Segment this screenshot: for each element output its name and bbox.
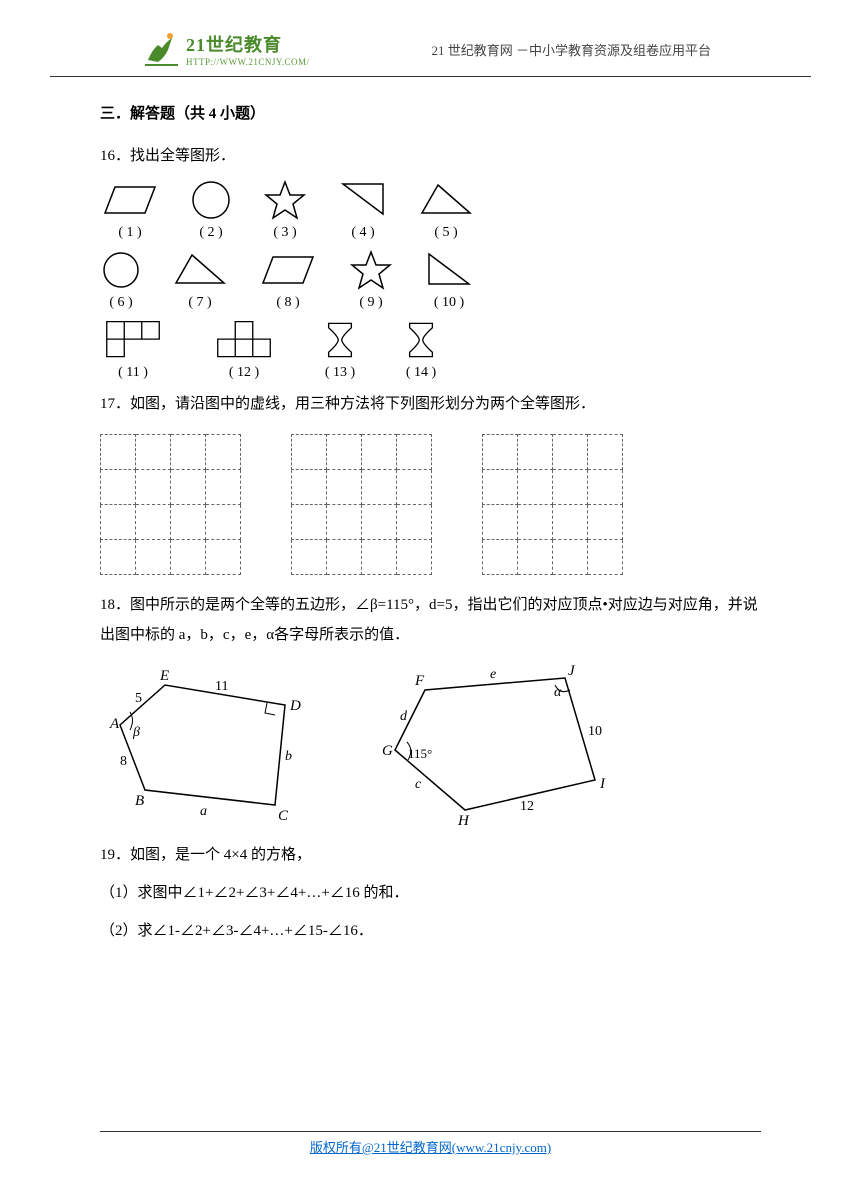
shape-label: ( 11 ) xyxy=(118,365,148,381)
shape-5: ( 5 ) xyxy=(418,179,474,241)
shape-label: ( 5 ) xyxy=(434,225,457,241)
svg-text:β: β xyxy=(132,725,140,740)
shape-label: ( 2 ) xyxy=(199,225,222,241)
star-icon xyxy=(348,249,394,291)
shapes-row-2: ( 6 ) ( 7 ) ( 8 ) ( 9 ) ( 10 ) xyxy=(100,249,761,311)
pentagons-container: A β E D C B 5 11 8 a b G F J I H 115° α … xyxy=(100,660,761,825)
shape-label: ( 8 ) xyxy=(276,295,299,311)
svg-text:B: B xyxy=(135,793,144,809)
shape-label: ( 3 ) xyxy=(273,225,296,241)
circle-icon xyxy=(190,179,232,221)
page-header: 21世纪教育 HTTP://WWW.21CNJY.COM/ 21 世纪教育网 －… xyxy=(50,0,811,77)
triangle-icon xyxy=(418,179,474,221)
shape-2: ( 2 ) xyxy=(190,179,232,241)
header-right-text: 21 世纪教育网 －中小学教育资源及组卷应用平台 xyxy=(431,40,711,59)
shape-13: ( 13 ) xyxy=(322,319,358,381)
svg-text:E: E xyxy=(159,668,169,684)
shape-4: ( 4 ) xyxy=(338,179,388,241)
shape-label: ( 6 ) xyxy=(109,295,132,311)
logo-title: 21世纪教育 xyxy=(186,31,310,57)
circle-icon xyxy=(100,249,142,291)
svg-text:H: H xyxy=(457,813,470,825)
svg-text:10: 10 xyxy=(588,724,602,739)
shapes-row-1: ( 1 ) ( 2 ) ( 3 ) ( 4 ) ( 5 ) xyxy=(100,179,761,241)
shape-8: ( 8 ) xyxy=(258,249,318,311)
shape-3: ( 3 ) xyxy=(262,179,308,241)
question-19-part1: （1）求图中∠1+∠2+∠3+∠4+…+∠16 的和． xyxy=(100,878,761,908)
svg-text:D: D xyxy=(289,698,301,714)
logo: 21世纪教育 HTTP://WWW.21CNJY.COM/ xyxy=(140,30,310,68)
footer-link[interactable]: 版权所有@21世纪教育网(www.21cnjy.com) xyxy=(310,1140,551,1155)
shape-11: ( 11 ) xyxy=(100,319,166,381)
shape-10: ( 10 ) xyxy=(424,249,474,311)
svg-text:C: C xyxy=(278,808,289,824)
triangle-icon xyxy=(172,249,228,291)
shape-14: ( 14 ) xyxy=(403,319,439,381)
logo-icon xyxy=(140,30,180,68)
svg-text:c: c xyxy=(415,777,422,792)
question-18: 18．图中所示的是两个全等的五边形，∠β=115°，d=5，指出它们的对应顶点•… xyxy=(100,590,761,650)
svg-text:d: d xyxy=(400,709,408,724)
grid-1 xyxy=(100,434,241,575)
svg-text:α: α xyxy=(554,685,562,700)
shapes-row-3: ( 11 ) ( 12 ) ( 13 ) ( 14 ) xyxy=(100,319,761,381)
svg-text:J: J xyxy=(568,663,576,679)
shape-1: ( 1 ) xyxy=(100,179,160,241)
shape-label: ( 1 ) xyxy=(118,225,141,241)
dashed-grids xyxy=(100,434,761,575)
parallelogram-icon xyxy=(258,249,318,291)
grid-3 xyxy=(482,434,623,575)
shape-label: ( 14 ) xyxy=(406,365,436,381)
question-16: 16．找出全等图形． xyxy=(100,141,761,171)
svg-text:F: F xyxy=(414,673,425,689)
shape-label: ( 10 ) xyxy=(434,295,464,311)
shape-label: ( 4 ) xyxy=(351,225,374,241)
pentagon-2: G F J I H 115° α e d c 12 10 xyxy=(370,660,620,825)
right-triangle-icon xyxy=(338,179,388,221)
star-icon xyxy=(262,179,308,221)
shape-label: ( 7 ) xyxy=(188,295,211,311)
svg-text:8: 8 xyxy=(120,754,127,769)
question-19: 19．如图，是一个 4×4 的方格， xyxy=(100,840,761,870)
shape-label: ( 13 ) xyxy=(325,365,355,381)
shape-label: ( 9 ) xyxy=(359,295,382,311)
t-shape-icon xyxy=(211,319,277,361)
hourglass-icon xyxy=(322,319,358,361)
parallelogram-icon xyxy=(100,179,160,221)
shape-6: ( 6 ) xyxy=(100,249,142,311)
section-title: 三．解答题（共 4 小题） xyxy=(100,102,761,123)
grid-2 xyxy=(291,434,432,575)
logo-subtitle: HTTP://WWW.21CNJY.COM/ xyxy=(186,57,310,67)
page-footer: 版权所有@21世纪教育网(www.21cnjy.com) xyxy=(100,1131,761,1157)
content-area: 三．解答题（共 4 小题） 16．找出全等图形． ( 1 ) ( 2 ) ( 3… xyxy=(0,77,861,974)
question-17: 17．如图，请沿图中的虚线，用三种方法将下列图形划分为两个全等图形． xyxy=(100,389,761,419)
svg-text:5: 5 xyxy=(135,691,142,706)
svg-text:115°: 115° xyxy=(408,746,432,761)
shape-9: ( 9 ) xyxy=(348,249,394,311)
svg-text:a: a xyxy=(200,804,207,819)
question-19-part2: （2）求∠1‐∠2+∠3‐∠4+…+∠15‐∠16． xyxy=(100,916,761,946)
svg-text:I: I xyxy=(599,776,606,792)
svg-text:A: A xyxy=(109,716,120,732)
shape-label: ( 12 ) xyxy=(229,365,259,381)
right-triangle-icon xyxy=(424,249,474,291)
hourglass-icon xyxy=(403,319,439,361)
svg-text:11: 11 xyxy=(215,679,228,694)
shape-7: ( 7 ) xyxy=(172,249,228,311)
svg-text:e: e xyxy=(490,667,496,682)
pentagon-1: A β E D C B 5 11 8 a b xyxy=(100,660,330,825)
svg-text:12: 12 xyxy=(520,799,534,814)
svg-text:G: G xyxy=(382,743,393,759)
svg-text:b: b xyxy=(285,749,292,764)
logo-text: 21世纪教育 HTTP://WWW.21CNJY.COM/ xyxy=(186,31,310,67)
l-shape-icon xyxy=(100,319,166,361)
shape-12: ( 12 ) xyxy=(211,319,277,381)
